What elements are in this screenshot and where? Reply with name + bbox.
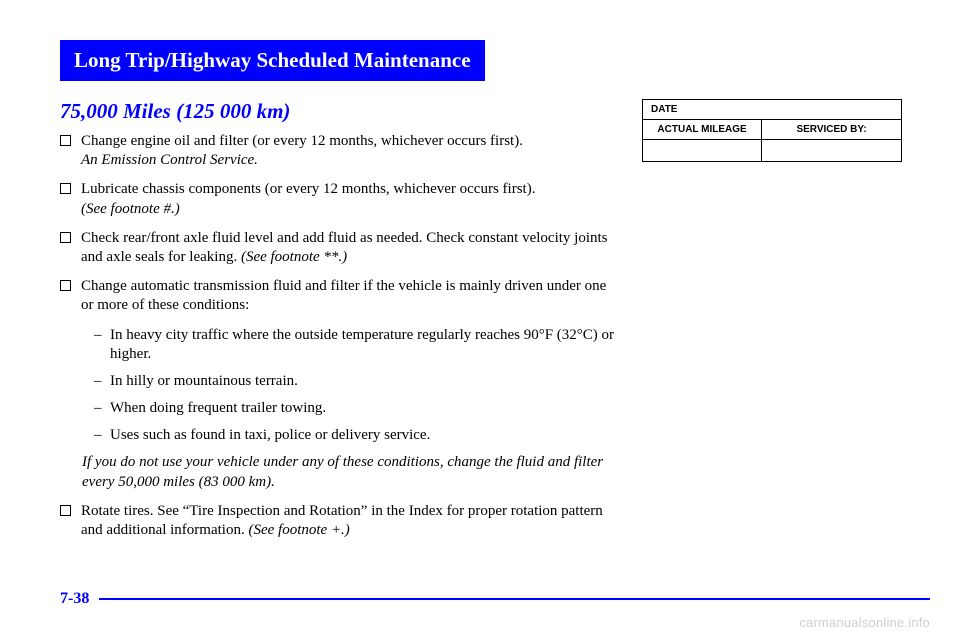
checklist-italic: An Emission Control Service.	[81, 152, 258, 168]
checklist-item: Change automatic transmission fluid and …	[60, 277, 616, 315]
watermark: carmanualsonline.info	[799, 615, 930, 630]
checklist-item: Rotate tires. See “Tire Inspection and R…	[60, 502, 616, 540]
table-row	[643, 140, 902, 162]
service-record-table: DATE ACTUAL MILEAGE SERVICED BY:	[642, 99, 902, 162]
table-row: DATE	[643, 100, 902, 120]
sub-list-item: Uses such as found in taxi, police or de…	[94, 426, 616, 445]
checkbox-icon	[60, 183, 71, 194]
sub-list-item: In hilly or mountainous terrain.	[94, 372, 616, 391]
checklist-item: Lubricate chassis components (or every 1…	[60, 180, 616, 218]
serviced-by-cell	[762, 140, 902, 162]
page-footer: 7-38	[60, 590, 930, 608]
checklist-text: Change engine oil and filter (or every 1…	[81, 132, 523, 170]
service-record-column: DATE ACTUAL MILEAGE SERVICED BY:	[642, 99, 902, 162]
checkbox-icon	[60, 280, 71, 291]
page: Long Trip/Highway Scheduled Maintenance …	[0, 0, 960, 640]
checklist-item: Check rear/front axle fluid level and ad…	[60, 229, 616, 267]
checklist-italic: (See footnote **.)	[241, 249, 347, 265]
sub-note: If you do not use your vehicle under any…	[60, 453, 616, 491]
footer-rule	[99, 598, 930, 600]
checkbox-icon	[60, 232, 71, 243]
checklist-main: Lubricate chassis components (or every 1…	[81, 181, 535, 197]
serviced-by-header: SERVICED BY:	[762, 120, 902, 140]
checklist-main: Change engine oil and filter (or every 1…	[81, 133, 523, 149]
mileage-header: ACTUAL MILEAGE	[643, 120, 762, 140]
section-header-text: Long Trip/Highway Scheduled Maintenance	[74, 48, 471, 72]
checklist-text: Check rear/front axle fluid level and ad…	[81, 229, 616, 267]
checklist-main: Change automatic transmission fluid and …	[81, 278, 606, 313]
checkbox-icon	[60, 505, 71, 516]
checklist-text: Change automatic transmission fluid and …	[81, 277, 616, 315]
checkbox-icon	[60, 135, 71, 146]
section-header: Long Trip/Highway Scheduled Maintenance	[60, 40, 485, 81]
checklist-text: Rotate tires. See “Tire Inspection and R…	[81, 502, 616, 540]
mileage-heading: 75,000 Miles (125 000 km)	[60, 99, 616, 124]
page-number: 7-38	[60, 590, 89, 608]
mileage-cell	[643, 140, 762, 162]
sub-list-item: When doing frequent trailer towing.	[94, 399, 616, 418]
maintenance-column: 75,000 Miles (125 000 km) Change engine …	[60, 99, 616, 550]
sub-list-item: In heavy city traffic where the outside …	[94, 326, 616, 364]
content-row: 75,000 Miles (125 000 km) Change engine …	[60, 99, 930, 550]
table-row: ACTUAL MILEAGE SERVICED BY:	[643, 120, 902, 140]
sub-list: In heavy city traffic where the outside …	[60, 326, 616, 446]
checklist-text: Lubricate chassis components (or every 1…	[81, 180, 535, 218]
checklist-italic: (See footnote #.)	[81, 201, 180, 217]
date-header: DATE	[643, 100, 902, 120]
checklist-italic: (See footnote +.)	[248, 522, 349, 538]
checklist-item: Change engine oil and filter (or every 1…	[60, 132, 616, 170]
